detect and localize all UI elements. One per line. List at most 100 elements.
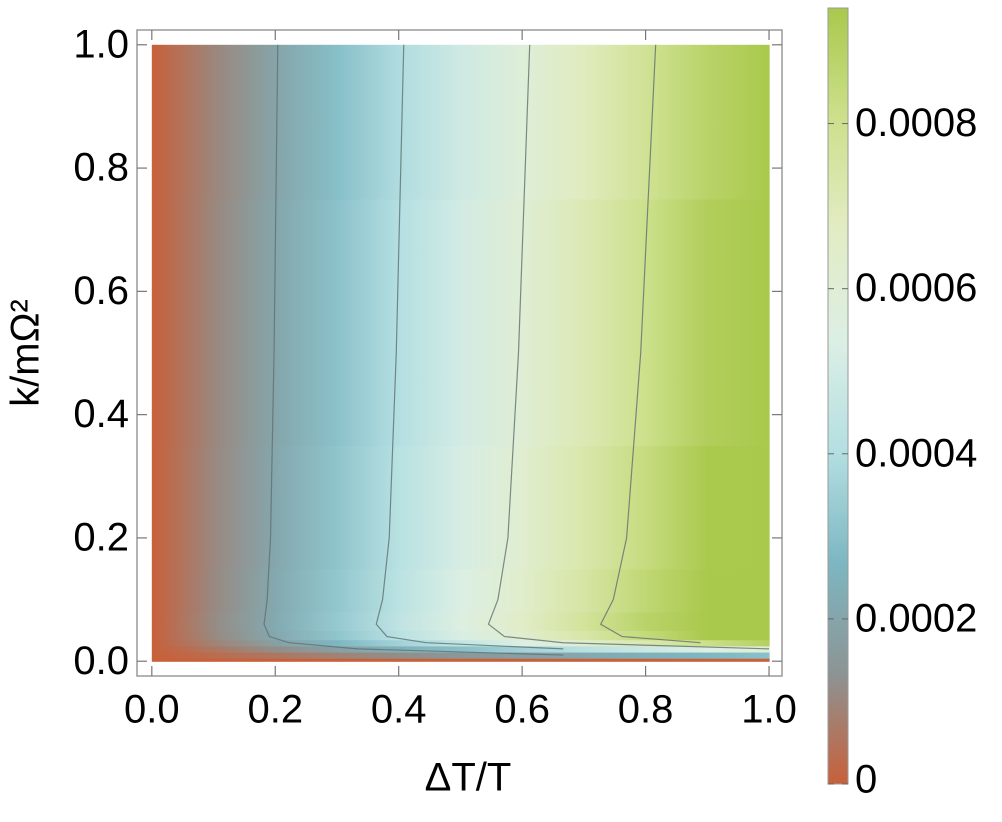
heat-cell [583, 639, 647, 647]
heat-cell [398, 611, 462, 631]
heat-cell [275, 568, 338, 613]
heat-cell [707, 639, 770, 647]
heat-cell [645, 639, 708, 647]
heat-cell [460, 198, 523, 447]
heat-cell [707, 651, 770, 659]
heat-cell [151, 568, 215, 613]
heat-cell [707, 198, 770, 447]
heat-cell [707, 658, 770, 662]
heat-cell [336, 630, 400, 641]
y-tick-label: 0.8 [73, 146, 129, 190]
heat-cell [336, 651, 400, 659]
heat-cell [522, 198, 585, 447]
heat-cell [151, 639, 215, 647]
heat-cell [522, 611, 585, 631]
heat-cell [275, 645, 338, 653]
heat-cell [275, 611, 338, 631]
heat-cell [275, 445, 338, 570]
heat-cell [398, 645, 462, 653]
heat-cell [522, 445, 585, 570]
heat-cell [583, 198, 647, 447]
x-tick-label: 0.6 [494, 688, 550, 732]
heat-cell [398, 630, 462, 641]
heat-cell [460, 645, 523, 653]
heat-cell [645, 630, 708, 641]
heat-cell [645, 568, 708, 613]
heat-cell [275, 198, 338, 447]
heat-cell [645, 445, 708, 570]
heat-cell [460, 658, 523, 662]
heat-cell [213, 44, 276, 200]
heat-cell [583, 630, 647, 641]
heat-cell [645, 651, 708, 659]
heat-cell [645, 611, 708, 631]
heat-cell [151, 630, 215, 641]
heat-cell [213, 445, 276, 570]
contours [263, 44, 770, 656]
colorbar-tick-label: 0.0008 [855, 101, 977, 145]
heat-cell [275, 639, 338, 647]
heat-cell [151, 611, 215, 631]
axes: 0.0 0.2 0.4 0.6 0.8 1.0 0.0 0.2 0.4 0.6 0.8 1.0 0 0.0… [73, 7, 977, 802]
heat-cell [583, 445, 647, 570]
contour-line [599, 44, 701, 644]
y-tick-label: 0.0 [73, 639, 129, 683]
heat-cell [398, 44, 462, 200]
heat-cell [522, 658, 585, 662]
heat-cell [460, 445, 523, 570]
y-tick-label: 0.6 [73, 269, 129, 313]
heat-cell [583, 645, 647, 653]
heat-cell [522, 639, 585, 647]
y-tick-label: 1.0 [73, 22, 129, 66]
heat-cell [151, 198, 215, 447]
colorbar-tick-label: 0.0004 [855, 431, 977, 475]
heatmap [151, 44, 770, 662]
heat-cell [213, 651, 276, 659]
heat-cell [336, 568, 400, 613]
heat-cell [275, 630, 338, 641]
heat-cell [707, 445, 770, 570]
heat-cell [460, 568, 523, 613]
contour-line [375, 44, 564, 650]
heat-cell [522, 568, 585, 613]
heat-cell [460, 651, 523, 659]
x-tick-label: 0.0 [124, 688, 180, 732]
heat-cell [398, 445, 462, 570]
heat-cell [213, 198, 276, 447]
heat-cell [707, 611, 770, 631]
heat-cell [151, 445, 215, 570]
heat-cell [398, 651, 462, 659]
heat-cell [707, 645, 770, 653]
x-tick-label: 0.2 [247, 688, 303, 732]
colorbar [827, 7, 849, 785]
heat-cell [707, 630, 770, 641]
heat-cell [275, 651, 338, 659]
heat-cell [151, 645, 215, 653]
heat-cell [151, 658, 215, 662]
heat-cell [645, 198, 708, 447]
heat-cell [151, 651, 215, 659]
heat-cell [460, 44, 523, 200]
colorbar-tick-label: 0.0006 [855, 266, 977, 310]
y-axis-title: k/mΩ² [4, 299, 48, 407]
heat-cell [398, 568, 462, 613]
heat-cell [336, 44, 400, 200]
heat-cell [583, 651, 647, 659]
x-tick-label: 0.8 [618, 688, 674, 732]
heat-cell [213, 639, 276, 647]
heat-cell [336, 611, 400, 631]
x-axis-title: ΔT/T [425, 756, 512, 800]
heat-cell [275, 44, 338, 200]
heat-cell [213, 630, 276, 641]
heat-cell [213, 658, 276, 662]
heat-cell [213, 568, 276, 613]
y-tick-label: 0.2 [73, 515, 129, 559]
x-tick-label: 1.0 [741, 688, 797, 732]
heat-cell [213, 611, 276, 631]
heat-cell [522, 630, 585, 641]
colorbar-tick-label: 0.0002 [855, 596, 977, 640]
heat-cell [460, 611, 523, 631]
heat-cell [275, 658, 338, 662]
heat-cell [336, 658, 400, 662]
